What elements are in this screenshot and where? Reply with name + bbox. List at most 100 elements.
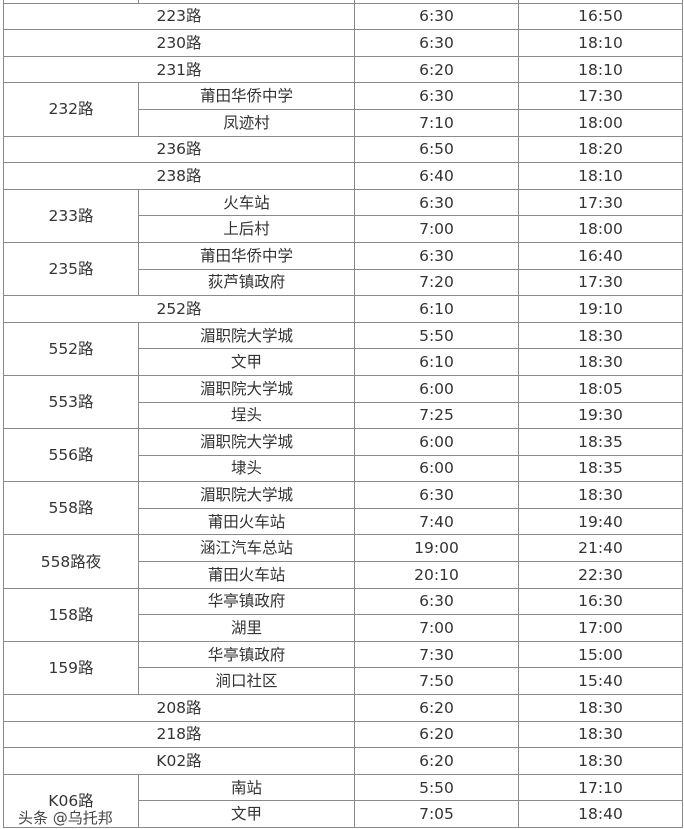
first-bus-time: 7:00 — [354, 215, 519, 243]
stop-name: 涧口社区 — [138, 667, 355, 696]
stop-name: 湄职院大学城 — [138, 428, 355, 456]
stop-name: 莆田华侨中学 — [138, 82, 355, 110]
stop-name: 莆田火车站 — [138, 561, 355, 589]
route-name: 218路 — [3, 720, 355, 749]
first-bus-time: 5:50 — [354, 773, 519, 802]
last-bus-time: 18:30 — [518, 694, 683, 722]
stop-name: 凤迹村 — [138, 108, 355, 137]
last-bus-time: 18:00 — [518, 215, 683, 243]
first-bus-time: 6:30 — [354, 188, 519, 217]
table-row: 莆田火车站 7:40 19:40 — [4, 507, 683, 536]
stop-name: 火车站 — [138, 188, 355, 217]
last-bus-time: 18:05 — [518, 374, 683, 403]
watermark: 头条 @乌托邦 — [18, 809, 113, 827]
route-name: 230路 — [3, 29, 355, 57]
route-name: 558路 — [3, 481, 139, 536]
last-bus-time: 18:30 — [518, 348, 683, 376]
first-bus-time: 6:30 — [354, 481, 519, 509]
table-row: 158路 华亭镇政府 6:30 16:30 — [3, 587, 683, 642]
first-bus-time: 7:05 — [354, 800, 519, 828]
table-row: 湖里 7:00 17:00 — [4, 614, 683, 642]
first-bus-time: 6:40 — [354, 162, 519, 190]
last-bus-time: 18:35 — [518, 428, 683, 456]
table-row: 莆田火车站 20:10 22:30 — [4, 561, 683, 589]
table-row: 558路 湄职院大学城 6:30 18:30 — [3, 481, 683, 536]
table-row: 236路 6:50 18:20 — [3, 135, 683, 164]
last-bus-time: 18:00 — [518, 108, 683, 137]
first-bus-time: 7:00 — [354, 614, 519, 642]
stop-name: 埭头 — [138, 454, 355, 483]
last-bus-time: 18:30 — [518, 481, 683, 509]
last-bus-time: 19:10 — [518, 295, 683, 323]
first-bus-time: 6:30 — [354, 29, 519, 57]
last-bus-time: 17:10 — [518, 773, 683, 802]
route-name: 233路 — [3, 188, 139, 243]
route-name: 223路 — [3, 2, 355, 31]
table-row: 238路 6:40 18:10 — [3, 162, 683, 190]
route-name: 558路夜 — [3, 534, 139, 589]
stop-name: 上后村 — [138, 215, 355, 243]
first-bus-time: 6:30 — [354, 82, 519, 110]
stop-name: 南站 — [138, 773, 355, 802]
route-name: 235路 — [3, 241, 139, 297]
route-name: 553路 — [3, 374, 139, 430]
first-bus-time: 5:50 — [354, 321, 519, 350]
route-name: 231路 — [3, 55, 355, 84]
last-bus-time: 17:30 — [518, 268, 683, 297]
table-row: 230路 6:30 18:10 — [3, 29, 683, 57]
last-bus-time: 19:30 — [518, 401, 683, 430]
last-bus-time: 18:40 — [518, 800, 683, 828]
last-bus-time: 18:35 — [518, 454, 683, 483]
table-row: 埭头 6:00 18:35 — [4, 454, 683, 483]
first-bus-time: 7:10 — [354, 108, 519, 137]
route-name: 158路 — [3, 587, 139, 642]
last-bus-time: 16:40 — [518, 241, 683, 270]
stop-name: 埕头 — [138, 401, 355, 430]
stop-name: 莆田火车站 — [138, 507, 355, 536]
first-bus-time: 6:20 — [354, 720, 519, 749]
table-row: 上后村 7:00 18:00 — [4, 215, 683, 243]
table-row: 232路 莆田华侨中学 6:30 17:30 — [3, 82, 683, 137]
first-bus-time: 6:50 — [354, 135, 519, 164]
last-bus-time: 18:20 — [518, 135, 683, 164]
route-name: 236路 — [3, 135, 355, 164]
route-name: 552路 — [3, 321, 139, 376]
table-row: 231路 6:20 18:10 — [3, 55, 683, 84]
route-name: 232路 — [3, 82, 139, 137]
first-bus-time: 7:50 — [354, 667, 519, 696]
route-name: K02路 — [3, 747, 355, 775]
first-bus-time: 7:25 — [354, 401, 519, 430]
last-bus-time: 18:30 — [518, 321, 683, 350]
route-name: 556路 — [3, 428, 139, 483]
first-bus-time: 6:20 — [354, 694, 519, 722]
first-bus-time: 6:30 — [354, 2, 519, 31]
table-row: 553路 湄职院大学城 6:00 18:05 — [3, 374, 683, 430]
stop-name: 华亭镇政府 — [138, 640, 355, 669]
first-bus-time: 7:20 — [354, 268, 519, 297]
table-row: 218路 6:20 18:30 — [3, 720, 683, 749]
last-bus-time: 17:30 — [518, 82, 683, 110]
route-name: 238路 — [3, 162, 355, 190]
last-bus-time: 18:30 — [518, 747, 683, 775]
table-row: 159路 华亭镇政府 7:30 15:00 — [3, 640, 683, 696]
last-bus-time: 15:00 — [518, 640, 683, 669]
last-bus-time: 15:40 — [518, 667, 683, 696]
stop-name: 湖里 — [138, 614, 355, 642]
table-row: 208路 6:20 18:30 — [3, 694, 683, 722]
first-bus-time: 7:40 — [354, 507, 519, 536]
route-name: 159路 — [3, 640, 139, 696]
first-bus-time: 6:00 — [354, 454, 519, 483]
last-bus-time: 17:00 — [518, 614, 683, 642]
first-bus-time: 19:00 — [354, 534, 519, 563]
stop-name: 荻芦镇政府 — [138, 268, 355, 297]
route-name: K06路 — [3, 773, 139, 829]
stop-name: 文甲 — [138, 348, 355, 376]
table-row: 荻芦镇政府 7:20 17:30 — [4, 268, 683, 297]
route-name: 252路 — [3, 295, 355, 323]
first-bus-time: 6:10 — [354, 348, 519, 376]
table-row: 233路 火车站 6:30 17:30 — [3, 188, 683, 243]
stop-name: 湄职院大学城 — [138, 481, 355, 509]
table-row: 556路 湄职院大学城 6:00 18:35 — [3, 428, 683, 483]
bus-schedule-table: 223路 6:30 16:50 230路 6:30 18:10 231路 6:20 18:10 2… — [3, 0, 683, 829]
first-bus-time: 6:20 — [354, 55, 519, 84]
